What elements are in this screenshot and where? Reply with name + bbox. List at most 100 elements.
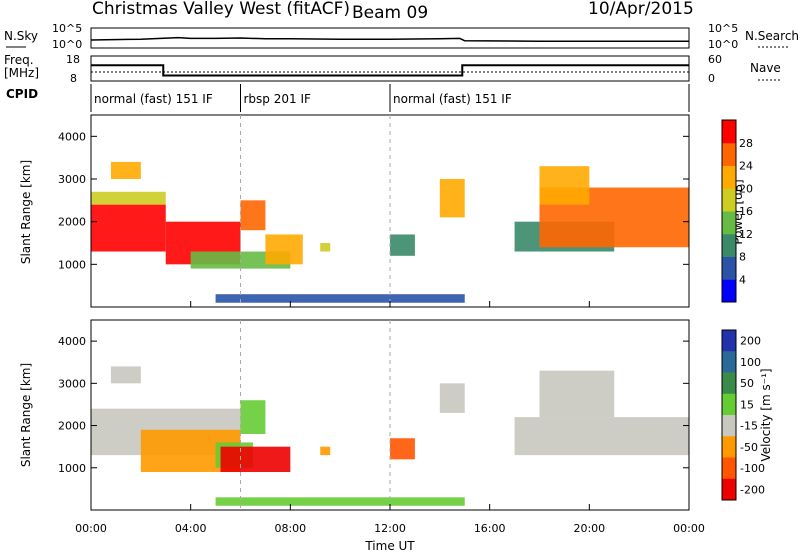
x-tick-label: 00:00 (75, 522, 107, 535)
y-tick-label: 4000 (58, 130, 86, 143)
colorbar-tick-label: -100 (740, 462, 765, 475)
x-tick-label: 16:00 (474, 522, 506, 535)
colorbar-segment (722, 188, 736, 212)
noise-right-tick-bottom: 10^0 (708, 38, 738, 51)
x-tick-label: 12:00 (374, 522, 406, 535)
scatter-region (215, 497, 465, 506)
x-tick-label: 08:00 (274, 522, 306, 535)
x-tick-label: 20:00 (573, 522, 605, 535)
velocity-colorbar-label: Velocity [m s⁻¹] (759, 368, 773, 461)
y-tick-label: 3000 (58, 173, 86, 186)
scatter-region (240, 400, 266, 434)
scatter-region (390, 234, 415, 256)
scatter-region (220, 446, 291, 472)
colorbar-tick-label: 100 (740, 356, 761, 369)
colorbar-segment (722, 351, 736, 373)
scatter-region (215, 294, 465, 303)
freq-label: Freq. (4, 53, 34, 67)
frequency-panel: 18 8 60 0 (66, 53, 722, 85)
y-tick-label: 2000 (58, 216, 86, 229)
y-tick-label: 3000 (58, 377, 86, 390)
scatter-region (320, 446, 331, 456)
y-tick-label: 1000 (58, 258, 86, 271)
freq-right-tick-top: 60 (708, 53, 722, 66)
colorbar-segment (722, 436, 736, 458)
colorbar-frame (721, 119, 737, 303)
noise-panel: 10^5 10^0 10^5 10^0 (52, 22, 738, 51)
scatter-region (265, 234, 303, 265)
colorbar-segment (722, 142, 736, 166)
cpid-segment-label: normal (fast) 151 IF (393, 92, 512, 106)
colorbar-tick-label: -50 (740, 441, 758, 454)
nave-label: Nave (750, 61, 781, 75)
colorbar-tick-label: -200 (740, 483, 765, 496)
colorbar-tick-label: 50 (740, 377, 754, 390)
colorbar-segment (722, 372, 736, 395)
velocity-panel: Slant Range [km] Velocity [m s⁻¹] Time U… (19, 319, 773, 553)
freq-series-line (91, 64, 689, 77)
colorbar-segment (722, 415, 736, 437)
x-tick-label: 04:00 (175, 522, 207, 535)
freq-right-tick-bottom: 0 (708, 72, 715, 85)
y-tick-label: 2000 (58, 420, 86, 433)
colorbar-segment (722, 393, 736, 416)
colorbar-tick-label: 4 (739, 273, 746, 286)
scatter-region (240, 200, 266, 231)
colorbar-tick-label: 12 (739, 228, 753, 241)
cpid-segment-label: rbsp 201 IF (244, 92, 311, 106)
x-tick-label: 00:00 (673, 522, 705, 535)
scatter-region (539, 166, 590, 205)
power-ylabel: Slant Range [km] (19, 160, 33, 264)
colorbar-segment (722, 165, 736, 189)
colorbar-tick-label: 24 (739, 160, 753, 173)
freq-left-tick-bottom: 8 (70, 72, 77, 85)
colorbar-tick-label: -15 (740, 420, 758, 433)
nsky-label: N.Sky (4, 29, 38, 43)
y-tick-label: 4000 (58, 335, 86, 348)
time-xlabel: Time UT (364, 539, 415, 553)
noise-panel-frame (90, 27, 690, 49)
colorbar-segment (722, 256, 736, 280)
colorbar-segment (722, 233, 736, 257)
freq-unit-label: [MHz] (4, 66, 39, 80)
scatter-region (390, 438, 415, 460)
noise-left-tick-bottom: 10^0 (52, 38, 82, 51)
scatter-region (439, 179, 465, 218)
scatter-region (320, 243, 331, 252)
colorbar-segment (722, 330, 736, 352)
freq-panel-frame (90, 55, 690, 82)
freq-left-tick-top: 18 (66, 53, 80, 66)
colorbar-tick-label: 15 (740, 398, 754, 411)
colorbar-tick-label: 16 (739, 205, 753, 218)
colorbar-segment (722, 279, 736, 303)
scatter-region (514, 417, 689, 456)
colorbar-segment (722, 478, 736, 501)
colorbar-tick-label: 28 (739, 137, 753, 150)
nsearch-label: N.Search (745, 29, 799, 43)
colorbar-tick-label: 20 (739, 182, 753, 195)
velocity-ylabel: Slant Range [km] (19, 363, 33, 467)
noise-left-tick-top: 10^5 (52, 22, 82, 35)
cpid-segment-label: normal (fast) 151 IF (94, 92, 213, 106)
colorbar-segment (722, 211, 736, 235)
colorbar-segment (722, 457, 736, 480)
cpid-panel: normal (fast) 151 IF rbsp 201 IF normal (f… (90, 84, 690, 112)
nsky-series-line (90, 36, 689, 42)
power-panel: Slant Range [km] Power [dB] 100020003000… (19, 114, 753, 308)
colorbar-segment (722, 120, 736, 144)
scatter-region (91, 191, 166, 205)
scatter-region (539, 370, 615, 418)
y-tick-label: 1000 (58, 462, 86, 475)
noise-right-tick-top: 10^5 (708, 22, 738, 35)
scatter-region (110, 366, 141, 384)
colorbar-tick-label: 200 (740, 335, 761, 348)
colorbar-frame (721, 329, 737, 501)
scatter-region (91, 204, 166, 252)
colorbar-tick-label: 8 (739, 251, 746, 264)
date-title: 10/Apr/2015 (588, 0, 694, 19)
scatter-region (110, 161, 141, 179)
cpid-label: CPID (6, 87, 38, 101)
beam-title: Beam 09 (352, 3, 428, 23)
station-title: Christmas Valley West (fitACF) (92, 0, 350, 19)
